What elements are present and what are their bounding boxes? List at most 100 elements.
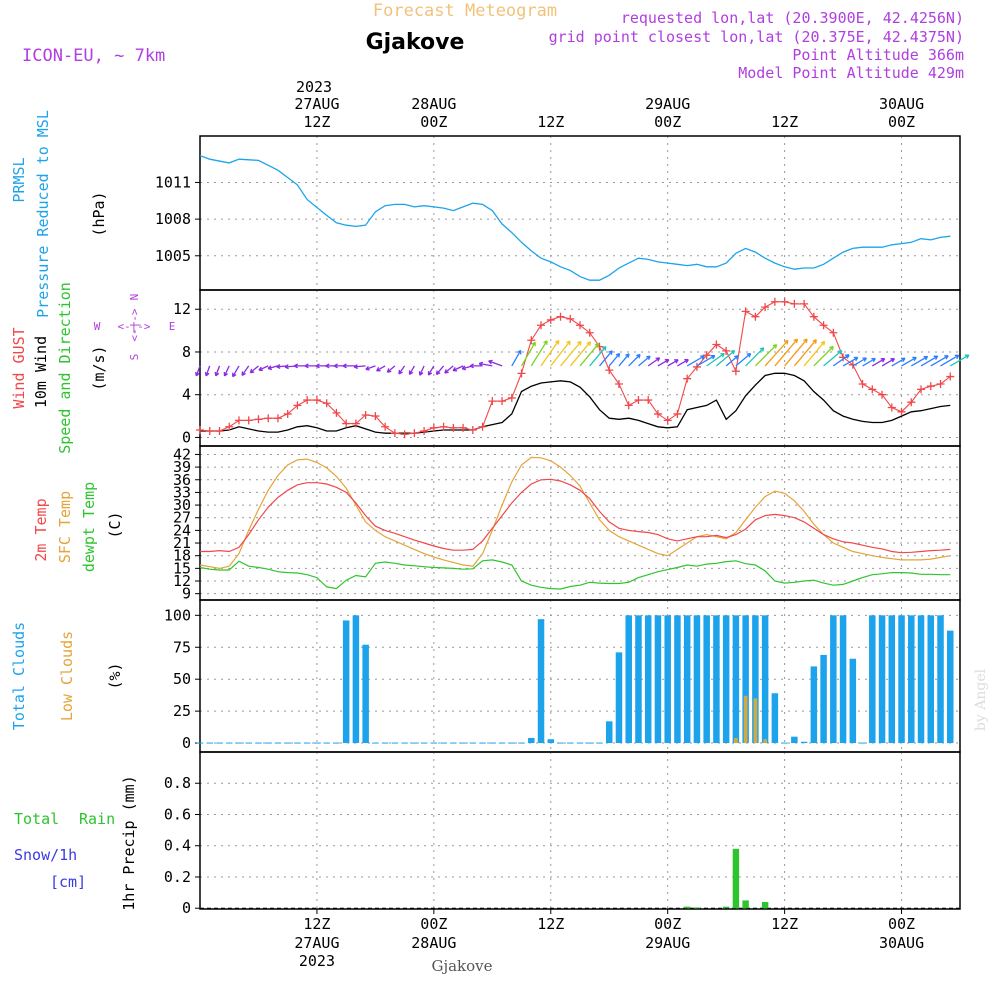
wind-direction-arrow [342, 363, 356, 369]
pressure-panel: 1005 1008 1011 [155, 135, 961, 291]
top-time-label: 12Z [537, 113, 564, 131]
gust-marker [293, 401, 302, 410]
total-cloud-bar [528, 737, 535, 744]
total-cloud-bar [342, 620, 350, 744]
gust-marker [634, 396, 643, 405]
ytick-label: 1008 [155, 210, 191, 228]
top-time-label: 12Z [771, 113, 798, 131]
wind-direction-arrow [862, 357, 876, 367]
compass-south: S [128, 354, 141, 361]
cloud-panel: 0 25 50 75 100 [164, 599, 961, 753]
total-cloud-bar [849, 658, 857, 744]
gust-marker [936, 380, 945, 389]
total-cloud-bar [869, 615, 876, 744]
wind-direction-arrow [569, 341, 592, 367]
sfc-temp-line [199, 456, 951, 570]
wind-direction-arrow [452, 365, 464, 372]
ytick-label: 4 [182, 386, 191, 404]
gust-marker [205, 427, 214, 436]
direction-label: Speed and Direction [56, 282, 74, 454]
gridpoint-coords: grid point closest lon,lat (20.375E, 42.… [549, 28, 964, 46]
wind-direction-arrow [444, 365, 454, 374]
t2m-label: 2m Temp [32, 498, 50, 561]
gust-marker [576, 321, 584, 330]
total-cloud-bar [742, 615, 749, 744]
gust-marker [712, 340, 721, 349]
total-cloud-bar [635, 615, 642, 744]
wind-direction-arrow [715, 349, 736, 367]
gust-marker [683, 374, 692, 383]
wind-direction-arrow [520, 341, 536, 367]
bottom-time-label: 00Z [420, 915, 447, 933]
gust-label: Wind GUST [10, 327, 28, 408]
total-cloud-bar [810, 666, 818, 744]
dew-label: dewpt Temp [80, 482, 98, 572]
total-cloud-bar [761, 615, 769, 744]
gust-marker [809, 312, 818, 321]
total-cloud-bar [605, 721, 613, 744]
gust-marker [342, 419, 351, 428]
wind-direction-arrow [315, 363, 327, 369]
t2m-line [200, 478, 951, 554]
pressure-unit: (hPa) [90, 191, 108, 236]
total-cloud-bar [537, 619, 545, 744]
model-label: ICON-EU, ~ 7km [22, 46, 165, 66]
wind-direction-arrow [930, 355, 949, 367]
wind-direction-arrow [638, 355, 651, 367]
bottom-time-label: 00Z [654, 915, 681, 933]
total-cloud-bar [839, 615, 847, 744]
total-cloud-bar [908, 615, 915, 744]
gust-marker [946, 372, 955, 381]
wind-direction-arrow [745, 347, 765, 367]
gust-marker [196, 425, 204, 434]
low-cloud-bar [753, 698, 758, 744]
total-clouds-label: Total Clouds [10, 622, 28, 730]
ytick-label: 24 [173, 521, 191, 539]
total-cloud-bar [888, 615, 896, 744]
wind-direction-arrow [949, 354, 970, 367]
gust-marker [868, 385, 877, 394]
gust-marker [439, 422, 448, 431]
ytick-label: 42 [173, 445, 191, 463]
gust-marker [332, 408, 341, 417]
gust-marker [381, 422, 390, 431]
gust-marker [264, 414, 273, 423]
ytick-label: 1005 [155, 247, 191, 265]
gust-marker [819, 321, 828, 330]
low-clouds-label: Low Clouds [58, 631, 76, 721]
wind-direction-arrow [754, 343, 778, 367]
bottom-time-label: 12Z [303, 915, 330, 933]
top-time-label: 00Z [888, 113, 915, 131]
bottom-time-label: 00Z [888, 915, 915, 933]
wind-direction-arrow [398, 365, 406, 375]
gust-marker [273, 414, 282, 423]
gust-marker [322, 399, 331, 408]
wind-direction-arrow [579, 342, 600, 367]
cloud-unit: (%) [106, 662, 124, 689]
gust-marker [751, 312, 760, 321]
ytick-label: 0.6 [164, 805, 191, 823]
gust-marker [917, 385, 926, 394]
wind-direction-arrow [365, 365, 376, 371]
point-altitude: Point Altitude 366m [792, 46, 964, 64]
wind-direction-arrow [774, 338, 799, 367]
wind-direction-arrow [469, 363, 483, 369]
model-altitude: Model Point Altitude 429m [738, 64, 964, 82]
wind-direction-arrow [910, 355, 929, 367]
wind-direction-arrow [488, 359, 503, 367]
gust-marker [624, 401, 633, 410]
total-cloud-bar [703, 615, 710, 744]
snow-label: Snow/1h [14, 846, 77, 864]
wind-direction-arrow [376, 365, 386, 372]
gust-marker [780, 297, 789, 306]
ytick-label: 15 [173, 559, 191, 577]
ytick-label: 12 [173, 300, 191, 318]
low-cloud-bar [763, 739, 767, 744]
ytick-label: 0.4 [164, 837, 191, 855]
wind-unit: (m/s) [90, 345, 108, 390]
wind-direction-arrow [793, 339, 817, 367]
ytick-label: 75 [173, 638, 191, 656]
wind-direction-arrow [560, 340, 582, 367]
